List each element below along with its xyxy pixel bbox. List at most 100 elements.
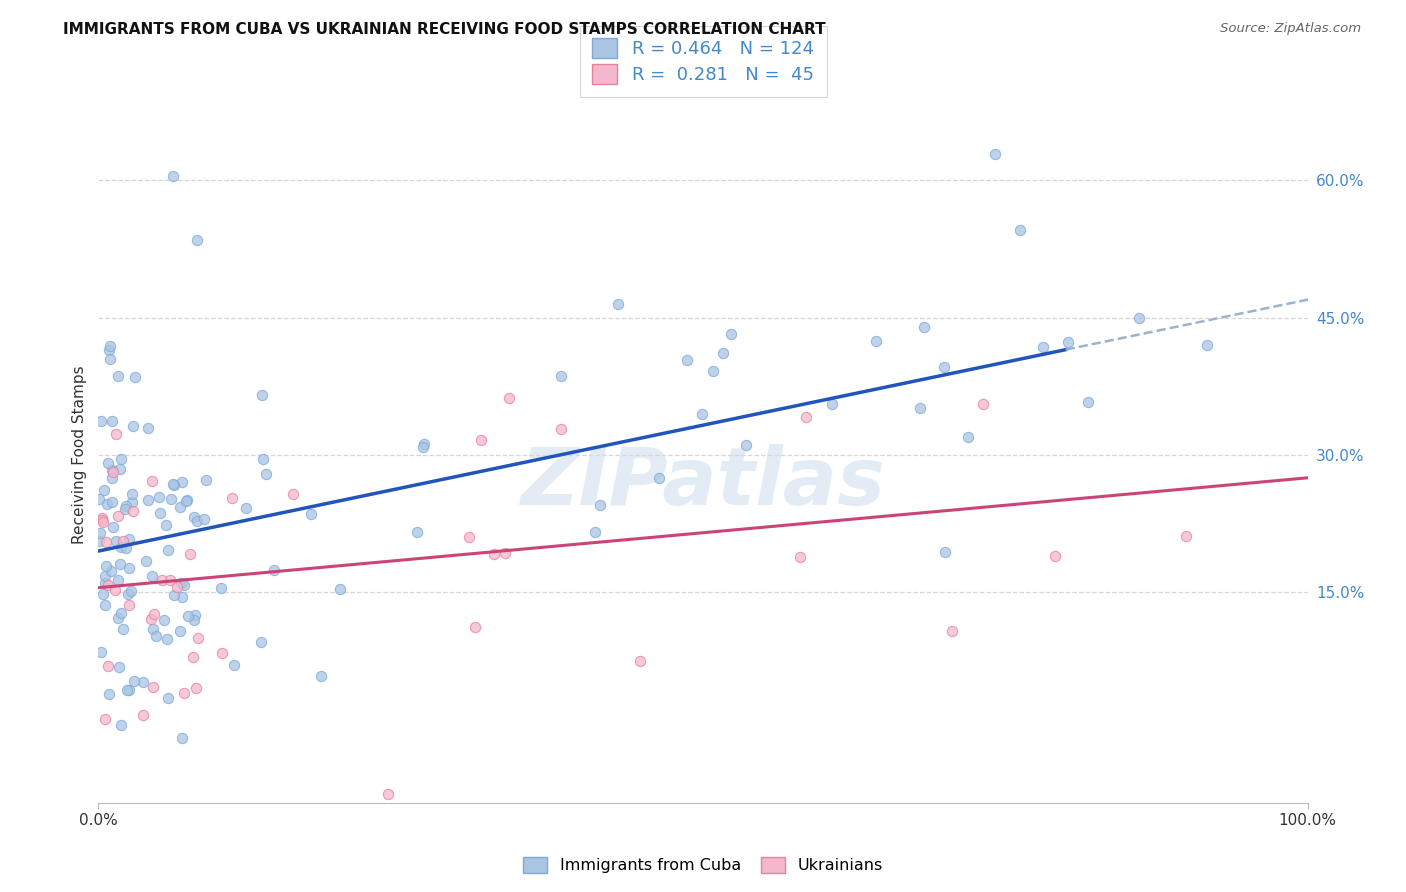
- Point: [711, 346, 734, 360]
- Point: [412, 440, 434, 454]
- Point: [124, 673, 146, 688]
- Point: [156, 543, 179, 558]
- Point: [96, 497, 118, 511]
- Point: [720, 326, 742, 341]
- Point: [143, 607, 166, 621]
- Point: [607, 297, 630, 311]
- Point: [91, 510, 114, 524]
- Text: ZIPatlas: ZIPatlas: [520, 443, 886, 522]
- Point: [91, 586, 114, 600]
- Point: [912, 320, 935, 334]
- Point: [156, 690, 179, 705]
- Point: [101, 463, 124, 477]
- Point: [115, 499, 138, 513]
- Point: [170, 576, 193, 591]
- Point: [89, 525, 111, 540]
- Point: [173, 578, 195, 592]
- Point: [172, 475, 194, 489]
- Point: [101, 465, 124, 479]
- Point: [211, 646, 233, 660]
- Point: [94, 535, 117, 549]
- Point: [156, 632, 179, 646]
- Point: [735, 438, 758, 452]
- Point: [139, 611, 162, 625]
- Point: [482, 547, 505, 561]
- Point: [138, 493, 160, 508]
- Point: [794, 410, 817, 425]
- Point: [583, 524, 606, 539]
- Legend: Immigrants from Cuba, Ukrainians: Immigrants from Cuba, Ukrainians: [517, 850, 889, 880]
- Point: [176, 493, 198, 508]
- Point: [159, 573, 181, 587]
- Point: [172, 731, 194, 745]
- Point: [90, 644, 112, 658]
- Point: [105, 426, 128, 441]
- Text: Source: ZipAtlas.com: Source: ZipAtlas.com: [1220, 22, 1361, 36]
- Point: [145, 629, 167, 643]
- Point: [183, 649, 205, 664]
- Point: [177, 608, 200, 623]
- Point: [90, 414, 112, 428]
- Point: [97, 578, 120, 592]
- Point: [132, 674, 155, 689]
- Point: [101, 471, 124, 485]
- Point: [173, 686, 195, 700]
- Point: [122, 504, 145, 518]
- Text: IMMIGRANTS FROM CUBA VS UKRAINIAN RECEIVING FOOD STAMPS CORRELATION CHART: IMMIGRANTS FROM CUBA VS UKRAINIAN RECEIV…: [63, 22, 825, 37]
- Point: [114, 541, 136, 556]
- Point: [495, 546, 517, 560]
- Point: [690, 407, 713, 421]
- Point: [821, 396, 844, 410]
- Point: [100, 564, 122, 578]
- Point: [221, 491, 243, 506]
- Point: [588, 498, 610, 512]
- Point: [107, 509, 129, 524]
- Point: [124, 370, 146, 384]
- Point: [104, 533, 127, 548]
- Point: [142, 622, 165, 636]
- Point: [932, 360, 955, 375]
- Point: [283, 487, 305, 501]
- Point: [329, 582, 352, 596]
- Point: [93, 483, 115, 497]
- Point: [104, 583, 127, 598]
- Point: [101, 414, 124, 428]
- Point: [110, 557, 132, 571]
- Point: [983, 146, 1005, 161]
- Point: [110, 607, 132, 621]
- Point: [908, 401, 931, 415]
- Point: [250, 388, 273, 402]
- Point: [676, 352, 699, 367]
- Point: [98, 687, 121, 701]
- Point: [789, 549, 811, 564]
- Point: [1043, 549, 1066, 563]
- Point: [183, 614, 205, 628]
- Point: [249, 635, 271, 649]
- Point: [628, 654, 651, 668]
- Point: [865, 334, 887, 348]
- Point: [184, 607, 207, 622]
- Point: [91, 513, 114, 527]
- Point: [121, 487, 143, 501]
- Point: [464, 620, 486, 634]
- Point: [169, 500, 191, 514]
- Point: [498, 392, 520, 406]
- Point: [94, 712, 117, 726]
- Point: [254, 467, 277, 482]
- Point: [1008, 223, 1031, 237]
- Point: [160, 491, 183, 506]
- Point: [121, 495, 143, 509]
- Point: [118, 682, 141, 697]
- Point: [309, 669, 332, 683]
- Point: [163, 588, 186, 602]
- Point: [117, 532, 139, 546]
- Point: [1128, 310, 1150, 325]
- Point: [120, 584, 142, 599]
- Point: [163, 477, 186, 491]
- Point: [87, 534, 110, 549]
- Point: [117, 587, 139, 601]
- Point: [87, 492, 110, 507]
- Point: [118, 599, 141, 613]
- Point: [957, 429, 980, 443]
- Point: [97, 658, 120, 673]
